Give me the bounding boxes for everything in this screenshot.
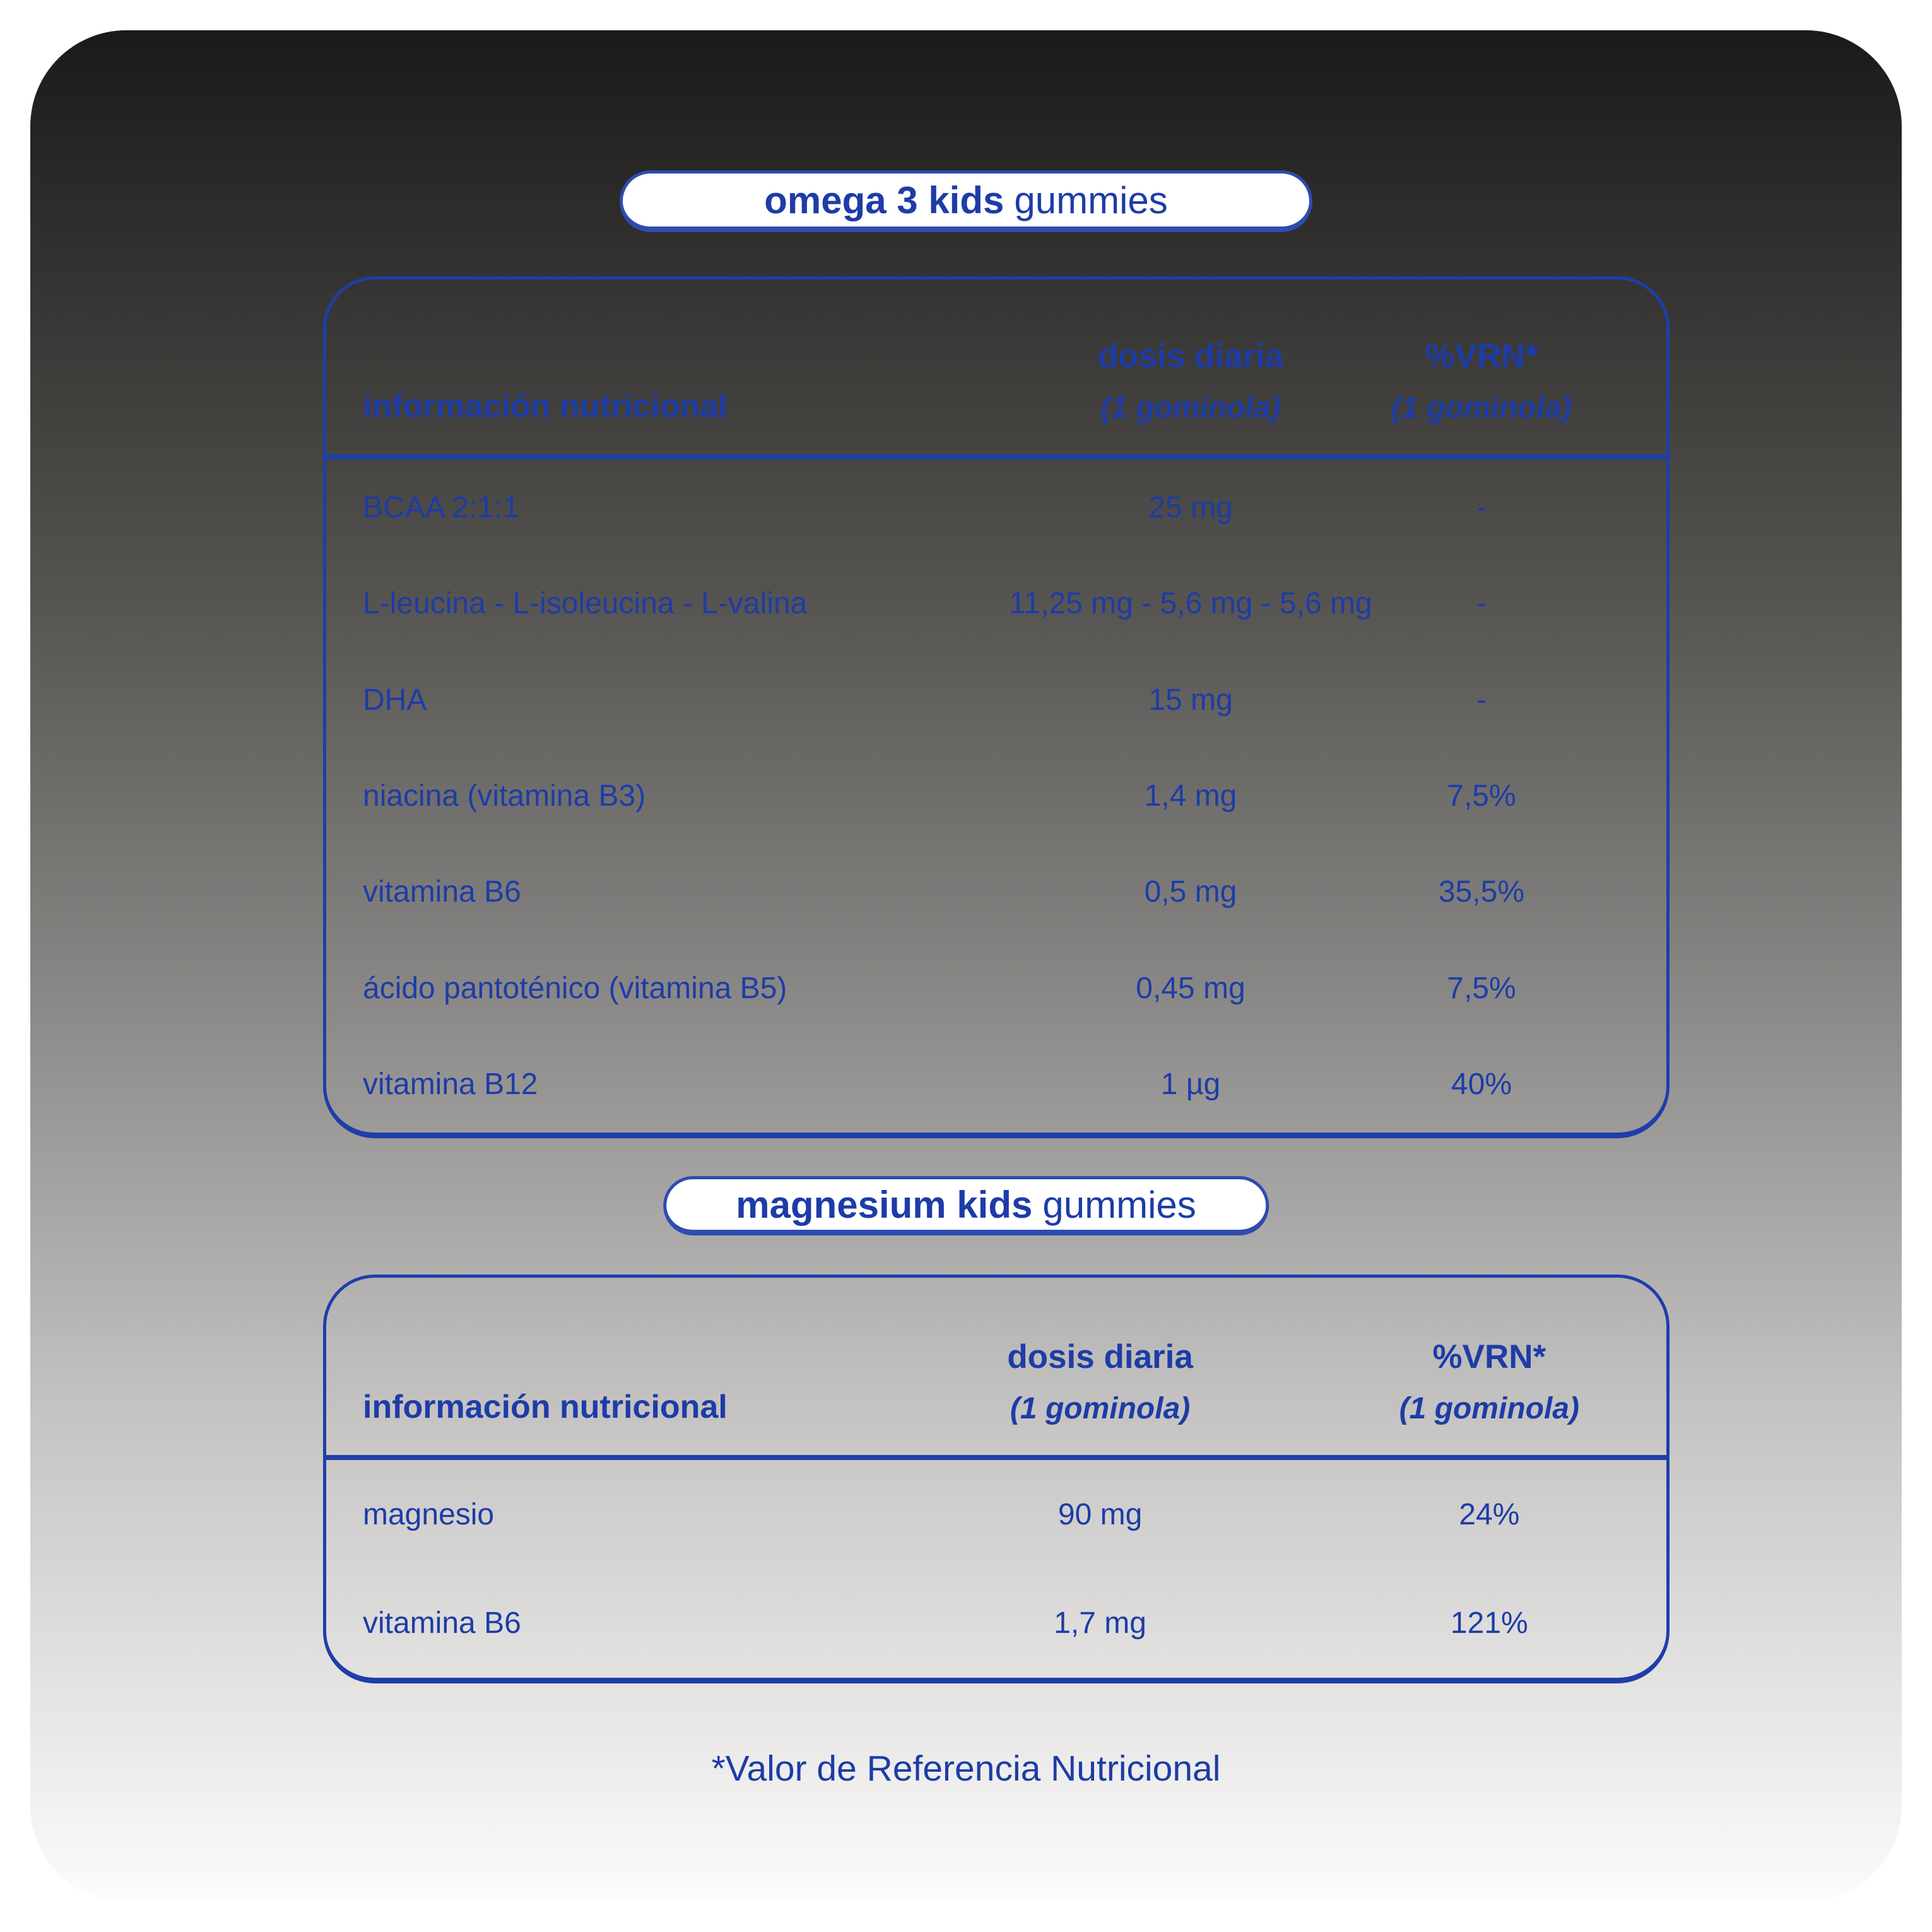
row-label: vitamina B6 [363, 875, 521, 909]
header-vrn: %VRN* (1 gominola) [1385, 337, 1666, 454]
header-dosis-diaria-title: dosis diaria [1007, 1338, 1193, 1375]
row-dose: 0,45 mg [1136, 971, 1246, 1005]
table-row: vitamina B6 1,7 mg 121% [326, 1569, 1666, 1678]
table-row: vitamina B12 1 µg 40% [326, 1037, 1666, 1133]
table-row: magnesio 90 mg 24% [326, 1460, 1666, 1569]
row-label: DHA [363, 683, 427, 717]
row-dose: 25 mg [1148, 490, 1233, 524]
table-magnesium-header: información nutricional dosis diaria (1 … [326, 1278, 1666, 1460]
row-label: L-leucina - L-isoleucina - L-valina [363, 587, 808, 621]
row-label: niacina (vitamina B3) [363, 779, 646, 813]
header-dosis-diaria-title: dosis diaria [1097, 338, 1284, 375]
row-dose: 1 µg [1160, 1068, 1221, 1102]
pill-magnesium-title-bold: magnesium kids [736, 1183, 1033, 1226]
table-row: L-leucina - L-isoleucina - L-valina 11,2… [326, 555, 1666, 651]
header-vrn-title: %VRN* [1432, 1338, 1546, 1375]
row-vrn: 7,5% [1447, 971, 1516, 1005]
row-vrn: 35,5% [1438, 875, 1525, 909]
row-vrn: 7,5% [1447, 779, 1516, 813]
header-dosis-diaria-sub: (1 gominola) [1010, 1392, 1191, 1425]
row-vrn: - [1476, 490, 1487, 524]
table-row: DHA 15 mg - [326, 652, 1666, 748]
header-vrn-title: %VRN* [1425, 338, 1538, 375]
pill-magnesium-title-regular: gummies [1042, 1183, 1196, 1226]
header-vrn: %VRN* (1 gominola) [1285, 1338, 1666, 1455]
row-label: BCAA 2:1:1 [363, 490, 520, 524]
row-label: ácido pantoténico (vitamina B5) [363, 971, 787, 1005]
gradient-card: omega 3 kids gummies información nutrici… [30, 30, 1902, 1902]
row-vrn: 24% [1459, 1497, 1520, 1531]
row-dose: 11,25 mg - 5,6 mg - 5,6 mg [1009, 587, 1372, 621]
pill-omega-title-bold: omega 3 kids [764, 179, 1004, 221]
row-dose: 1,7 mg [1054, 1606, 1146, 1640]
row-vrn: 40% [1451, 1068, 1512, 1102]
row-dose: 1,4 mg [1144, 779, 1237, 813]
pill-omega-title-regular: gummies [1014, 179, 1168, 221]
header-dosis-diaria-sub: (1 gominola) [1100, 391, 1281, 425]
table-row: niacina (vitamina B3) 1,4 mg 7,5% [326, 748, 1666, 844]
row-label: magnesio [363, 1497, 495, 1531]
row-dose: 0,5 mg [1144, 875, 1237, 909]
table-magnesium: información nutricional dosis diaria (1 … [323, 1275, 1670, 1683]
header-dosis-diaria: dosis diaria (1 gominola) [996, 337, 1385, 454]
row-label: vitamina B12 [363, 1068, 538, 1102]
table-magnesium-body: magnesio 90 mg 24% vitamina B6 1,7 mg 12… [326, 1460, 1666, 1678]
header-info-nutricional: información nutricional [363, 388, 727, 425]
row-label: vitamina B6 [363, 1606, 521, 1640]
header-vrn-sub: (1 gominola) [1391, 391, 1572, 425]
table-omega: información nutricional dosis diaria (1 … [323, 276, 1670, 1138]
table-row: ácido pantoténico (vitamina B5) 0,45 mg … [326, 940, 1666, 1036]
pill-magnesium-title: magnesium kids gummies [663, 1176, 1269, 1235]
row-vrn: - [1476, 587, 1487, 621]
row-vrn: - [1476, 683, 1487, 717]
header-info-nutricional: información nutricional [363, 1389, 727, 1425]
table-omega-body: BCAA 2:1:1 25 mg - L-leucina - L-isoleuc… [326, 459, 1666, 1133]
row-dose: 15 mg [1148, 683, 1233, 717]
table-row: vitamina B6 0,5 mg 35,5% [326, 844, 1666, 940]
table-omega-header: información nutricional dosis diaria (1 … [326, 280, 1666, 459]
table-row: BCAA 2:1:1 25 mg - [326, 459, 1666, 555]
row-vrn: 121% [1450, 1606, 1528, 1640]
header-vrn-sub: (1 gominola) [1399, 1392, 1579, 1425]
header-dosis-diaria: dosis diaria (1 gominola) [916, 1338, 1285, 1455]
pill-omega-title: omega 3 kids gummies [620, 170, 1312, 232]
row-dose: 90 mg [1057, 1497, 1143, 1531]
footnote: *Valor de Referencia Nutricional [711, 1748, 1221, 1789]
